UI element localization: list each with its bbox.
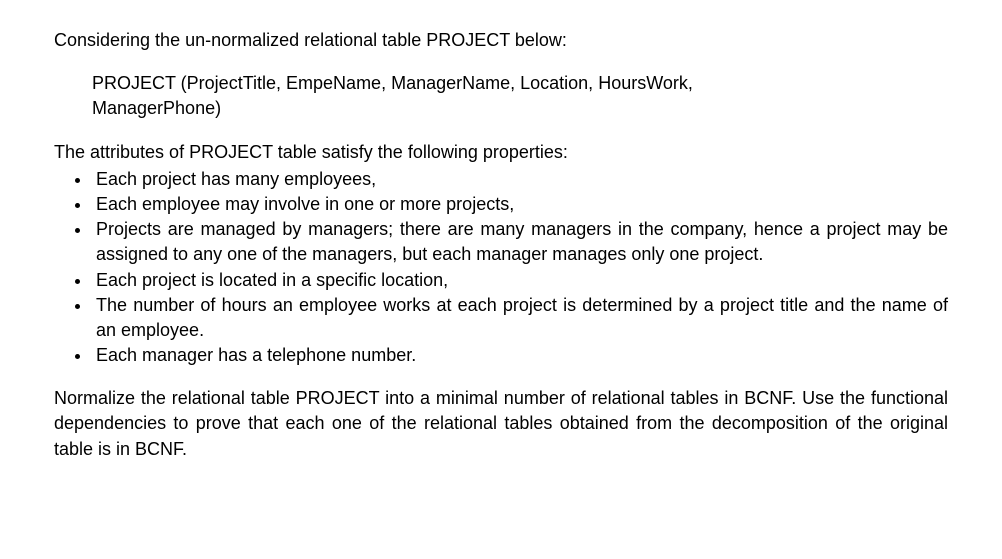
list-item: Each project is located in a specific lo…: [92, 268, 948, 293]
list-item: Each project has many employees,: [92, 167, 948, 192]
list-item: The number of hours an employee works at…: [92, 293, 948, 343]
properties-intro: The attributes of PROJECT table satisfy …: [54, 140, 948, 165]
list-item: Each employee may involve in one or more…: [92, 192, 948, 217]
schema-line-2: ManagerPhone): [92, 96, 948, 121]
closing-paragraph: Normalize the relational table PROJECT i…: [54, 386, 948, 462]
list-item: Projects are managed by managers; there …: [92, 217, 948, 267]
list-item: Each manager has a telephone number.: [92, 343, 948, 368]
schema-line-1: PROJECT (ProjectTitle, EmpeName, Manager…: [92, 71, 948, 96]
page-body: Considering the un-normalized relational…: [0, 0, 1002, 462]
intro-paragraph: Considering the un-normalized relational…: [54, 28, 948, 53]
properties-list: Each project has many employees, Each em…: [54, 167, 948, 369]
schema-definition: PROJECT (ProjectTitle, EmpeName, Manager…: [92, 71, 948, 121]
